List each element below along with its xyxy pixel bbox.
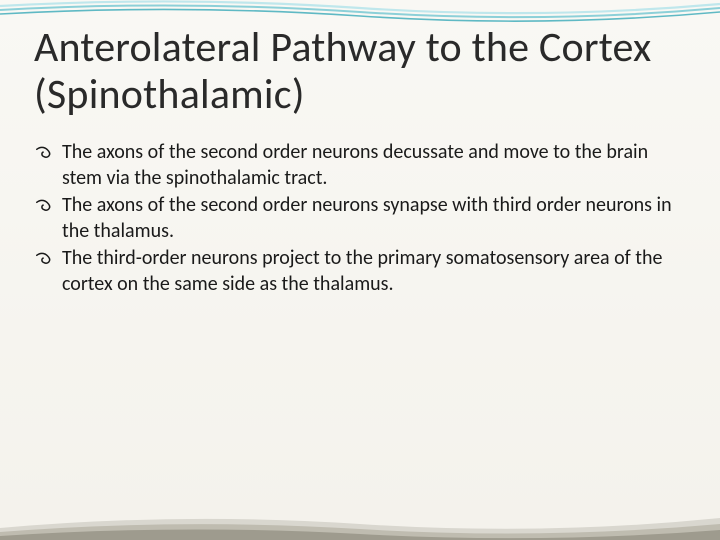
list-item: The axons of the second order neurons sy… bbox=[34, 193, 686, 244]
slide-content: Anterolateral Pathway to the Cortex (Spi… bbox=[0, 0, 720, 540]
list-item: The axons of the second order neurons de… bbox=[34, 140, 686, 191]
slide-title: Anterolateral Pathway to the Cortex (Spi… bbox=[34, 24, 686, 118]
list-item: The third-order neurons project to the p… bbox=[34, 246, 686, 297]
bullet-text: The axons of the second order neurons de… bbox=[62, 140, 648, 190]
bullet-flourish-icon bbox=[34, 143, 56, 163]
bullet-list: The axons of the second order neurons de… bbox=[34, 140, 686, 298]
bullet-flourish-icon bbox=[34, 249, 56, 269]
bullet-flourish-icon bbox=[34, 196, 56, 216]
bullet-text: The third-order neurons project to the p… bbox=[62, 246, 662, 296]
bullet-text: The axons of the second order neurons sy… bbox=[62, 193, 672, 243]
